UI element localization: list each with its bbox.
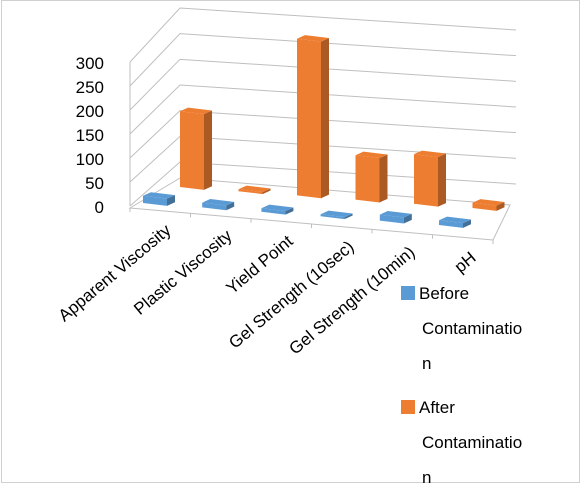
- bar-before-5: [439, 216, 471, 228]
- y-tick-label: 50: [85, 174, 104, 193]
- bar-after-0: [180, 107, 212, 190]
- bar-before-3: [320, 210, 353, 220]
- bar-side: [204, 110, 212, 190]
- legend-label: n: [422, 468, 431, 486]
- x-tick-label: Gel Strength (10sec): [225, 237, 357, 352]
- legend-label: Before: [419, 284, 469, 303]
- gridline: [129, 84, 517, 135]
- bar-top: [202, 199, 235, 206]
- gridlines: [129, 7, 517, 207]
- legend-label: n: [422, 354, 431, 373]
- bar-front: [202, 202, 227, 211]
- bar-top: [439, 216, 471, 224]
- bar-side: [463, 219, 471, 228]
- y-tick-label: 250: [76, 78, 104, 97]
- bar-before-1: [202, 199, 235, 211]
- bar-top: [355, 151, 388, 159]
- chart-floor: [128, 177, 511, 244]
- legend-item: After Contaminatio n: [401, 398, 522, 486]
- bar-front: [355, 155, 380, 203]
- bar-front: [414, 154, 438, 207]
- bar-top: [238, 185, 271, 193]
- bar-after-5: [472, 199, 505, 211]
- bar-front: [439, 220, 463, 228]
- y-tick-label: 200: [76, 102, 104, 121]
- x-tick-label: pH: [451, 248, 480, 277]
- bar-side: [403, 213, 412, 224]
- legend: Before Contaminatio n After Contaminatio n: [401, 284, 522, 486]
- x-tick-label: Apparent Viscosity: [55, 220, 175, 325]
- bar-before-0: [143, 192, 175, 206]
- bar-side: [262, 188, 271, 195]
- legend-label: Contaminatio: [422, 433, 522, 452]
- legend-label: Contaminatio: [422, 319, 522, 338]
- bar-before-2: [261, 204, 294, 215]
- gridline: [129, 33, 517, 87]
- legend-label: After: [419, 398, 455, 417]
- bar-before-4: [379, 211, 412, 224]
- bar-top: [472, 199, 505, 206]
- bar-top: [414, 150, 446, 158]
- bar-side: [496, 202, 505, 211]
- bar-top: [143, 192, 175, 199]
- y-axis-ticks: 0 50 100 150 200 250 300: [76, 54, 104, 217]
- bar-front: [261, 208, 286, 215]
- bar-front: [180, 111, 204, 190]
- bar-top: [320, 210, 353, 218]
- bar-front: [320, 214, 345, 220]
- bar-side: [344, 213, 353, 220]
- bar-after-4: [414, 150, 446, 207]
- gridline: [129, 58, 517, 111]
- legend-swatch: [401, 400, 415, 414]
- bar-front: [143, 195, 167, 206]
- y-tick-label: 300: [76, 54, 104, 73]
- bar-side: [321, 37, 329, 199]
- bar-after-3: [355, 151, 388, 203]
- bar-top: [297, 35, 329, 42]
- bar-front: [238, 189, 263, 195]
- bar-side: [167, 195, 175, 206]
- gridline: [129, 110, 517, 159]
- bar-side: [438, 153, 446, 207]
- bar-front: [297, 38, 321, 199]
- x-tick-label: Gel Strength (10min): [285, 243, 418, 359]
- bar-top: [379, 211, 412, 218]
- bar-side: [226, 201, 235, 211]
- bar-top: [261, 204, 294, 212]
- y-tick-label: 100: [76, 150, 104, 169]
- bar-side: [379, 154, 388, 203]
- bar-after-2: [297, 35, 329, 199]
- gridline: [129, 7, 517, 63]
- bar-top: [180, 107, 212, 115]
- legend-swatch: [401, 286, 415, 300]
- legend-item: Before Contaminatio n: [401, 284, 522, 373]
- y-tick-label: 150: [76, 126, 104, 145]
- bar-front: [472, 202, 497, 211]
- bar-side: [285, 207, 294, 215]
- bar-after-1: [238, 185, 271, 195]
- bars: [143, 35, 505, 228]
- bar-front: [379, 214, 404, 224]
- y-tick-label: 0: [95, 198, 104, 217]
